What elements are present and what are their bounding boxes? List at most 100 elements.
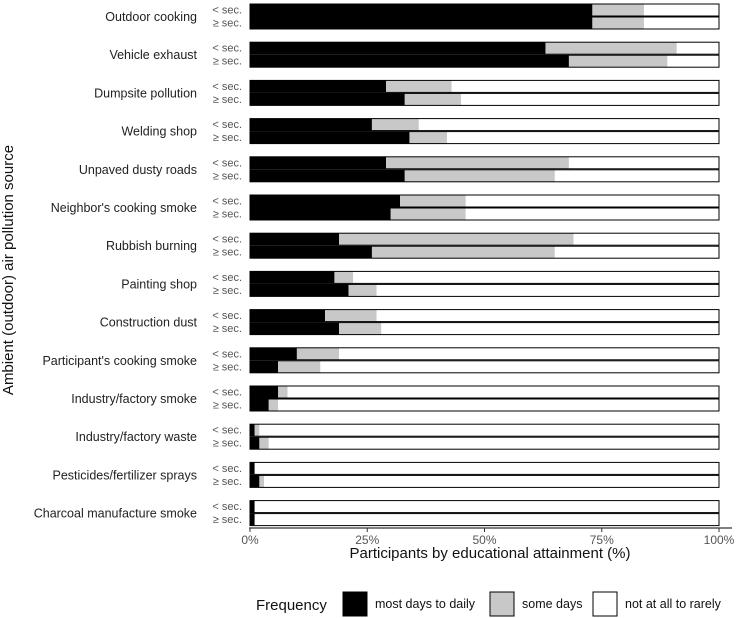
bar-segment — [278, 386, 288, 398]
bar-segment — [554, 246, 719, 259]
education-level-label: ≥ sec. — [213, 476, 242, 488]
x-tick-label: 50% — [472, 533, 496, 547]
bar-outline — [249, 131, 720, 145]
bar-outline — [249, 118, 720, 132]
bar-segment — [461, 93, 719, 106]
category-label: Outdoor cooking — [105, 10, 197, 24]
bar-segment — [371, 246, 555, 259]
bar-segment — [250, 399, 269, 411]
bar-outline — [249, 461, 720, 475]
education-level-label: < sec. — [212, 463, 242, 475]
legend-label: most days to daily — [375, 597, 476, 611]
category-label: Charcoal manufacture smoke — [34, 507, 197, 521]
bar-segment — [667, 55, 719, 68]
education-level-label: < sec. — [212, 81, 242, 93]
bar-segment — [400, 195, 466, 207]
bar-segment — [568, 156, 719, 169]
education-level-label: < sec. — [212, 310, 242, 322]
bar-outline — [249, 500, 720, 514]
bar-outline — [249, 41, 720, 55]
bar-segment — [404, 169, 555, 182]
bar-segment — [268, 399, 279, 411]
bar-outline — [249, 207, 720, 221]
bar-outline — [249, 194, 720, 208]
bar-segment — [386, 156, 569, 169]
bar-segment — [386, 80, 452, 93]
bar-outline — [249, 283, 720, 297]
category-label: Participant's cooking smoke — [42, 354, 197, 368]
bar-segment — [254, 500, 719, 513]
bar-segment — [254, 424, 260, 437]
x-tick-label: 75% — [590, 533, 614, 547]
bar-outline — [249, 156, 720, 170]
bar-segment — [250, 131, 410, 144]
education-level-label: < sec. — [212, 272, 242, 284]
bar-outline — [249, 232, 720, 246]
education-level-label: < sec. — [212, 157, 242, 169]
category-labels: Outdoor cooking < sec.≥ sec.Vehicle exhau… — [34, 5, 242, 527]
category-label: Pesticides/fertilizer sprays — [53, 468, 198, 482]
education-level-label: < sec. — [212, 43, 242, 55]
bar-outline — [249, 245, 720, 259]
bar-outline — [249, 436, 720, 450]
bar-segment — [592, 4, 644, 16]
education-level-label: < sec. — [212, 5, 242, 17]
bar-segment — [250, 208, 391, 220]
bar-segment — [250, 4, 593, 16]
education-level-label: ≥ sec. — [213, 285, 242, 297]
bar-segment — [446, 131, 719, 144]
x-tick-label: 0% — [241, 533, 259, 547]
bar-segment — [409, 131, 447, 144]
bar-segment — [676, 42, 719, 55]
bar-segment — [573, 233, 719, 246]
bar-segment — [376, 309, 719, 322]
legend-label: not at all to rarely — [625, 597, 722, 611]
education-level-label: ≥ sec. — [213, 56, 242, 68]
bar-segment — [278, 360, 321, 373]
bar-segment — [643, 17, 719, 29]
legend-title: Frequency — [256, 597, 327, 614]
category-label: Unpaved dusty roads — [79, 163, 197, 177]
legend-swatch — [489, 591, 515, 617]
bar-outline — [249, 3, 720, 17]
bar-segment — [250, 233, 340, 246]
y-axis-title: Ambient (outdoor) air pollution source — [0, 145, 17, 395]
bar-segment — [254, 513, 719, 526]
bar-segment — [250, 322, 340, 335]
bar-segment — [325, 309, 377, 322]
education-level-label: ≥ sec. — [213, 94, 242, 106]
bar-segment — [250, 169, 405, 182]
education-level-label: ≥ sec. — [213, 361, 242, 373]
bar-outline — [249, 169, 720, 183]
bar-segment — [259, 475, 265, 488]
legend-swatch — [342, 591, 368, 617]
bar-outline — [249, 92, 720, 106]
bar-outline — [249, 16, 720, 30]
bar-segment — [250, 271, 335, 284]
education-level-label: ≥ sec. — [213, 18, 242, 30]
bar-segment — [259, 437, 269, 450]
category-label: Neighbor's cooking smoke — [51, 201, 197, 215]
education-level-label: < sec. — [212, 348, 242, 360]
bar-segment — [418, 118, 719, 131]
x-axis-title: Participants by educational attainment (… — [350, 545, 631, 562]
bar-segment — [250, 360, 279, 373]
bar-segment — [287, 386, 719, 398]
bar-segment — [278, 399, 719, 411]
bar-segment — [250, 309, 326, 322]
bar-outline — [249, 347, 720, 361]
bar-segment — [250, 42, 546, 55]
bar-segment — [250, 347, 297, 360]
bar-segment — [334, 271, 354, 284]
bar-outline — [249, 398, 720, 412]
education-level-label: < sec. — [212, 425, 242, 437]
bar-segment — [381, 322, 719, 335]
bar-segment — [320, 360, 719, 373]
bar-segment — [250, 55, 569, 68]
bar-segment — [250, 195, 401, 207]
bar-outline — [249, 385, 720, 399]
education-level-label: < sec. — [212, 501, 242, 513]
bar-outline — [249, 54, 720, 68]
bar-outline — [249, 360, 720, 374]
